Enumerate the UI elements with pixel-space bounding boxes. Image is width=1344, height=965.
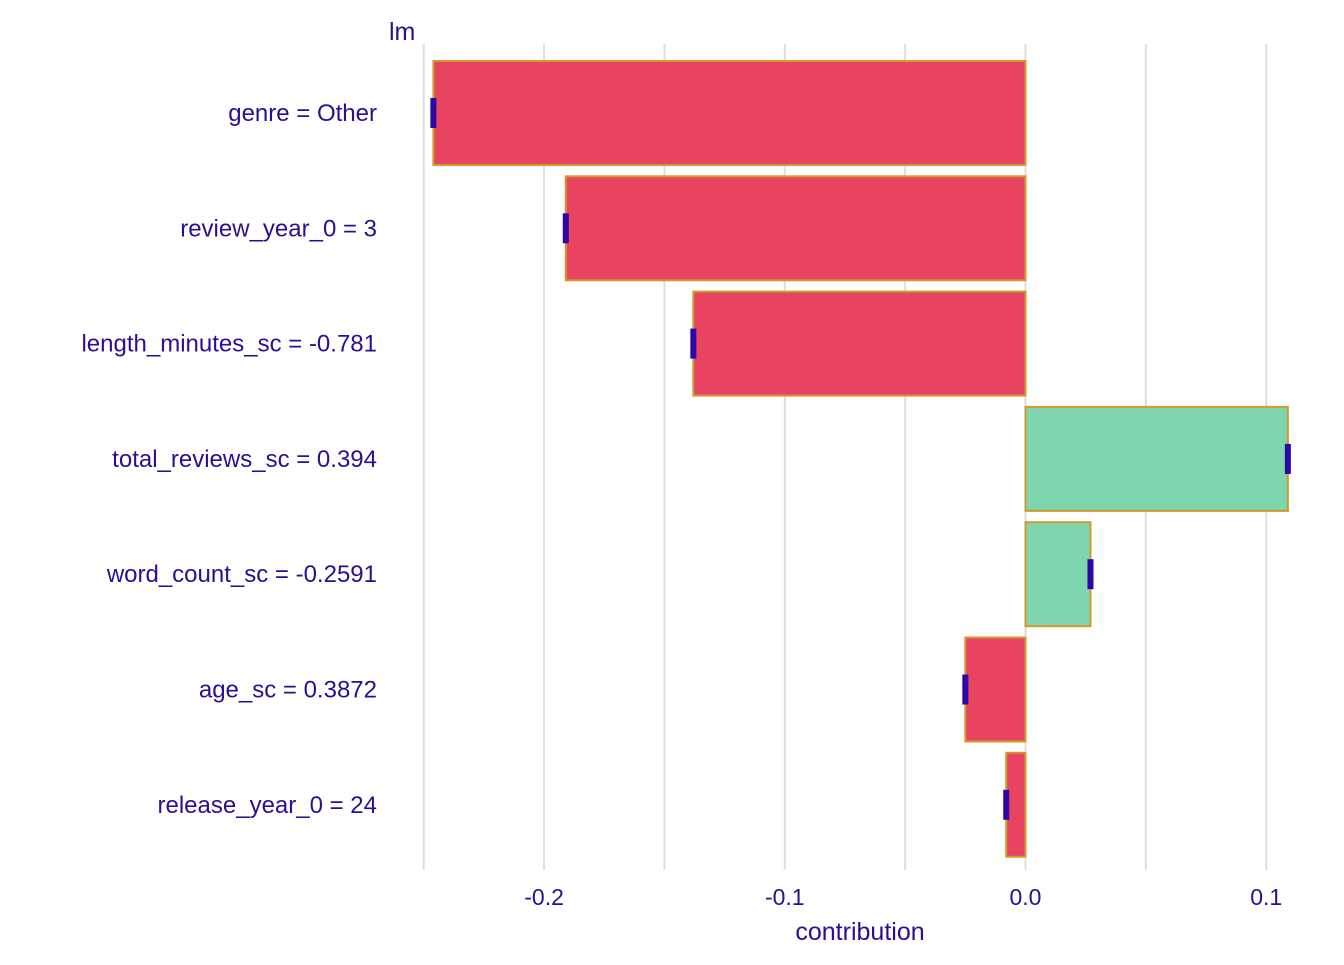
bars-layer [432,60,1289,858]
bar-end-marker [1087,559,1094,590]
x-tick-label: -0.1 [765,884,805,910]
x-tick-label: 0.1 [1250,884,1282,910]
bar-end-marker [562,213,569,244]
bar [1024,521,1092,628]
bar-end-marker [690,328,697,359]
x-tick-label: -0.2 [524,884,564,910]
category-label: release_year_0 = 24 [158,792,378,819]
category-label: length_minutes_sc = -0.781 [81,331,377,358]
category-label: genre = Other [228,100,377,127]
bar-end-marker [1003,789,1010,820]
bar [564,175,1027,282]
x-tick-label: 0.0 [1010,884,1042,910]
category-label: age_sc = 0.3872 [199,677,377,704]
panel-title: lm [389,18,415,46]
category-labels: genre = Other review_year_0 = 3 length_min… [81,100,377,819]
category-label: total_reviews_sc = 0.394 [112,446,377,473]
bar-end-marker [962,674,969,705]
bar-end-marker [1284,443,1291,474]
markers-layer [430,98,1291,820]
category-label: word_count_sc = -0.2591 [106,561,377,588]
x-axis-title: contribution [795,918,924,946]
bar [1024,405,1289,512]
category-label: review_year_0 = 3 [180,215,377,242]
bar [692,290,1027,397]
x-tick-labels: -0.2 -0.1 0.0 0.1 [524,884,1282,910]
bar-end-marker [430,98,437,128]
bar [432,60,1027,166]
bar [964,636,1027,743]
